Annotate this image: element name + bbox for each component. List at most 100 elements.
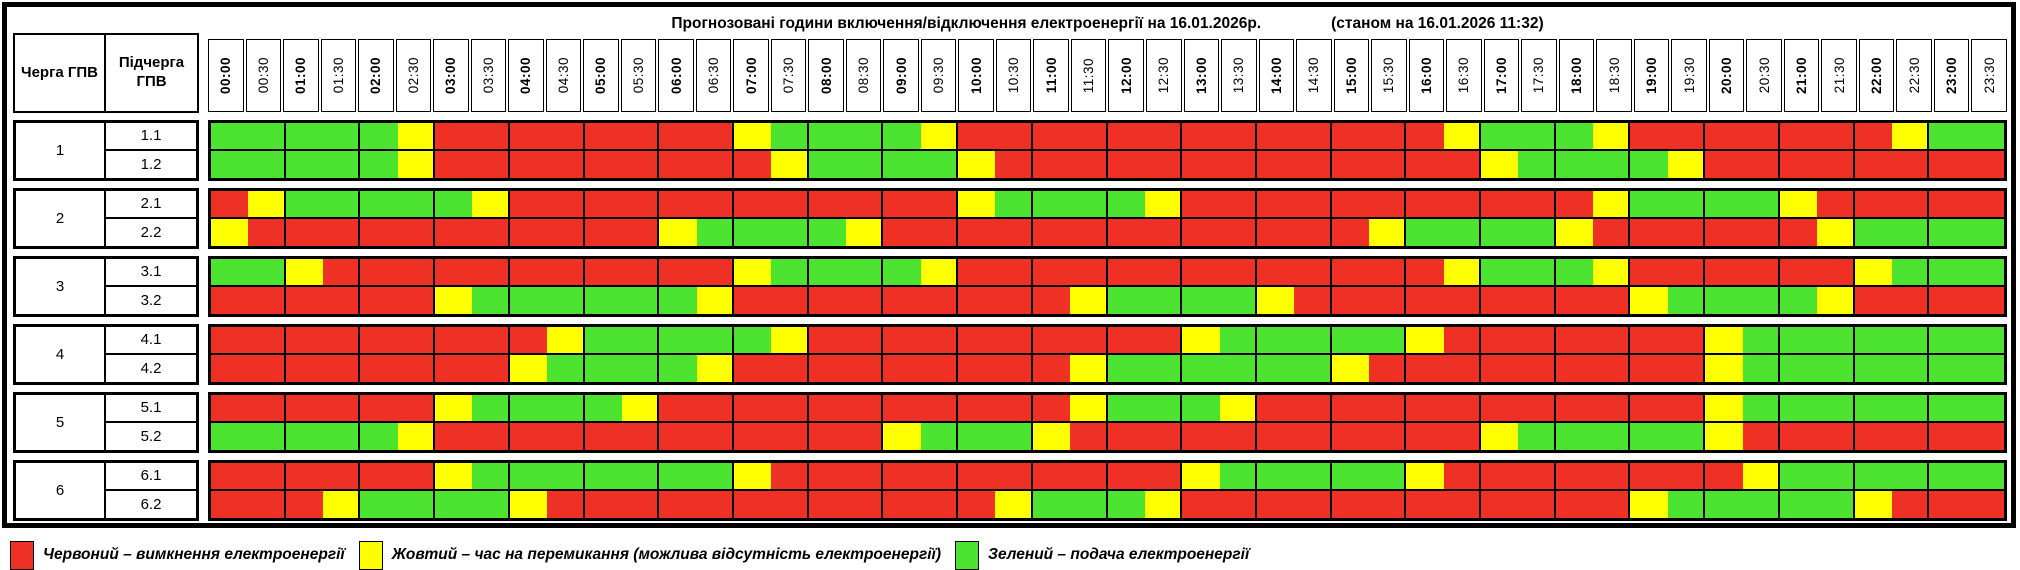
time-label-17:30: 17:30	[1521, 39, 1557, 112]
cell-3.2-08:00	[808, 286, 847, 314]
cell-6.2-01:30	[323, 490, 361, 518]
cell-4.2-20:30	[1742, 354, 1780, 382]
time-label-text: 15:00	[1343, 56, 1359, 95]
cell-4.2-16:00	[1406, 354, 1444, 382]
cell-5.2-21:00	[1779, 422, 1818, 450]
cell-3.1-02:00	[360, 259, 398, 285]
cell-6.2-05:00	[584, 490, 622, 518]
cell-6.2-15:30	[1368, 490, 1407, 518]
cell-6.2-17:30	[1518, 490, 1556, 518]
cell-6.1-02:00	[360, 463, 398, 489]
cell-2.2-02:00	[360, 218, 398, 246]
cell-4.2-18:00	[1555, 354, 1594, 382]
schedule-grid-2	[208, 188, 2007, 249]
schedule-row-2.1	[211, 191, 2004, 219]
cell-5.2-03:00	[435, 422, 473, 450]
cell-3.2-01:00	[285, 286, 324, 314]
cell-3.2-00:00	[211, 286, 249, 314]
time-label-text: 07:30	[781, 57, 797, 94]
cell-3.1-07:30	[771, 259, 809, 285]
cell-1.2-12:30	[1144, 150, 1183, 178]
cell-4.2-08:30	[846, 354, 884, 382]
time-label-02:30: 02:30	[395, 39, 432, 112]
band-gap	[199, 324, 208, 385]
cell-3.2-06:00	[659, 286, 697, 314]
cell-2.2-10:30	[995, 218, 1033, 246]
cell-1.1-04:30	[547, 123, 585, 149]
cell-1.1-13:30	[1219, 123, 1257, 149]
cell-5.2-04:00	[509, 422, 548, 450]
cell-4.2-13:30	[1219, 354, 1257, 382]
cell-4.2-17:00	[1481, 354, 1519, 382]
cell-2.1-08:00	[808, 191, 847, 217]
cell-2.2-11:00	[1032, 218, 1071, 246]
cell-5.1-19:00	[1630, 395, 1668, 421]
cell-6.2-16:00	[1406, 490, 1444, 518]
cell-3.1-03:30	[472, 259, 510, 285]
cell-5.1-06:00	[659, 395, 697, 421]
cell-4.1-16:30	[1443, 327, 1482, 353]
cell-3.1-06:30	[696, 259, 734, 285]
cell-4.2-03:00	[435, 354, 473, 382]
queue-number-2: 2	[16, 191, 106, 246]
cell-4.2-02:00	[360, 354, 398, 382]
cell-4.1-14:00	[1256, 327, 1295, 353]
cell-1.1-12:00	[1107, 123, 1145, 149]
cell-5.1-20:30	[1742, 395, 1780, 421]
time-label-text: 07:00	[743, 56, 759, 95]
cell-2.2-01:30	[323, 218, 361, 246]
cell-1.2-12:00	[1107, 150, 1145, 178]
cell-3.1-13:00	[1182, 259, 1220, 285]
cell-4.2-12:00	[1107, 354, 1145, 382]
cell-4.2-06:00	[659, 354, 697, 382]
cell-6.2-10:00	[958, 490, 996, 518]
cell-6.1-13:30	[1219, 463, 1257, 489]
cell-2.1-10:30	[995, 191, 1033, 217]
cell-4.2-19:00	[1630, 354, 1668, 382]
cell-2.2-01:00	[285, 218, 324, 246]
cell-5.1-17:30	[1518, 395, 1556, 421]
queue-label-box-3: 3 3.1 3.2	[13, 256, 199, 317]
band-gap	[199, 460, 208, 521]
cell-5.2-10:00	[958, 422, 996, 450]
cell-2.1-23:00	[1929, 191, 1967, 217]
time-label-13:30: 13:30	[1221, 39, 1257, 112]
cell-4.2-20:00	[1705, 354, 1743, 382]
queue-number-4: 4	[16, 327, 106, 382]
cell-4.2-08:00	[808, 354, 847, 382]
cell-3.1-15:00	[1331, 259, 1369, 285]
cell-5.2-17:00	[1481, 422, 1519, 450]
cell-4.2-18:30	[1593, 354, 1631, 382]
cell-6.2-20:30	[1742, 490, 1780, 518]
queue-label-box-4: 4 4.1 4.2	[13, 324, 199, 385]
queue-band-2: 2 2.1 2.2	[13, 188, 2007, 249]
cell-5.1-18:30	[1593, 395, 1631, 421]
cell-5.1-23:30	[1966, 395, 2004, 421]
cell-4.2-22:30	[1891, 354, 1930, 382]
time-label-15:00: 15:00	[1333, 39, 1370, 112]
cell-6.1-18:30	[1593, 463, 1631, 489]
cell-2.1-06:00	[659, 191, 697, 217]
cell-4.2-06:30	[696, 354, 734, 382]
cell-4.1-00:00	[211, 327, 249, 353]
cell-2.2-14:00	[1256, 218, 1295, 246]
time-label-08:30: 08:30	[845, 39, 882, 112]
time-label-text: 11:30	[1081, 57, 1097, 94]
cell-1.1-09:00	[883, 123, 921, 149]
legend-label-Y: Жовтий – час на перемикання (можлива від…	[391, 546, 941, 563]
cell-4.2-13:00	[1182, 354, 1220, 382]
time-label-15:30: 15:30	[1371, 39, 1407, 112]
cell-1.2-16:30	[1443, 150, 1482, 178]
time-label-11:00: 11:00	[1033, 39, 1069, 112]
cell-2.1-05:30	[621, 191, 660, 217]
cell-3.1-23:30	[1966, 259, 2004, 285]
cell-1.1-10:30	[995, 123, 1033, 149]
cell-3.1-08:30	[846, 259, 884, 285]
time-label-text: 00:00	[218, 56, 234, 95]
cell-6.1-07:30	[771, 463, 809, 489]
cell-2.2-07:00	[733, 218, 772, 246]
cell-6.1-01:00	[285, 463, 324, 489]
cell-1.1-19:00	[1630, 123, 1668, 149]
time-label-17:00: 17:00	[1483, 39, 1520, 112]
cell-5.1-12:00	[1107, 395, 1145, 421]
